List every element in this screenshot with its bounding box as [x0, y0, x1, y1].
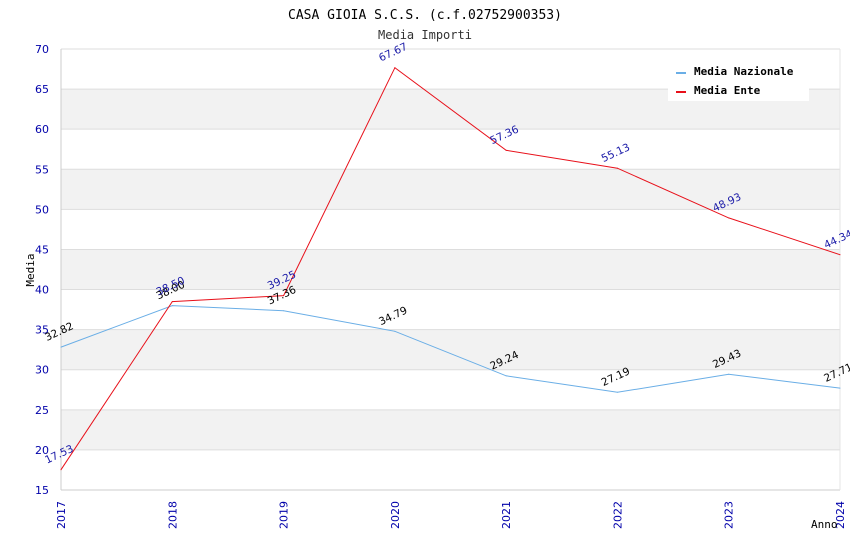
- x-tick-label: 2021: [500, 501, 513, 529]
- x-tick-label: 2023: [723, 501, 736, 529]
- x-tick-label: 2024: [834, 501, 847, 529]
- y-axis-ticks: 15 20 25 30 35 40 45 50 55 60 65 70: [35, 43, 49, 497]
- data-point: [394, 330, 396, 332]
- plot-band: [61, 209, 840, 250]
- y-tick-label: 20: [35, 444, 49, 457]
- data-point: [394, 67, 396, 69]
- chart-subtitle: Media Importi: [378, 28, 472, 42]
- plot-band: [61, 329, 840, 370]
- x-tick-label: 2022: [611, 501, 624, 529]
- y-tick-label: 55: [35, 163, 49, 176]
- y-tick-label: 40: [35, 284, 49, 297]
- data-point: [171, 305, 173, 307]
- axes: [60, 49, 841, 491]
- legend-label-media-ente: Media Ente: [694, 84, 761, 97]
- data-point: [60, 346, 62, 348]
- series-line-media-ente: [60, 66, 841, 470]
- data-point: [505, 149, 507, 151]
- y-tick-label: 50: [35, 203, 49, 216]
- x-tick-label: 2020: [389, 501, 402, 529]
- data-point: [60, 469, 62, 471]
- data-point: [616, 167, 618, 169]
- plot-band: [61, 129, 840, 170]
- data-point: [283, 295, 285, 297]
- legend-box: [668, 60, 809, 101]
- x-tick-label: 2017: [55, 501, 68, 529]
- plot-band: [61, 169, 840, 210]
- series-line-media-nazionale: [60, 305, 841, 393]
- data-point: [616, 391, 618, 393]
- plot-band: [61, 289, 840, 330]
- y-tick-label: 35: [35, 324, 49, 337]
- y-tick-label: 15: [35, 484, 49, 497]
- y-tick-label: 45: [35, 243, 49, 256]
- data-point: [505, 375, 507, 377]
- x-tick-label: 2018: [166, 501, 179, 529]
- y-tick-label: 25: [35, 404, 49, 417]
- data-point: [283, 310, 285, 312]
- plot-band: [61, 409, 840, 450]
- x-axis-label: Anno: [811, 518, 838, 531]
- plot-band: [61, 449, 840, 490]
- y-axis-label: Media: [24, 253, 37, 286]
- legend: Media Nazionale Media Ente: [668, 60, 809, 101]
- legend-label-media-nazionale: Media Nazionale: [694, 65, 794, 78]
- y-tick-label: 70: [35, 43, 49, 56]
- chart-title: CASA GIOIA S.C.S. (c.f.02752900353): [288, 8, 562, 23]
- y-tick-label: 60: [35, 123, 49, 136]
- data-point: [839, 254, 841, 256]
- data-point: [171, 301, 173, 303]
- y-tick-label: 65: [35, 83, 49, 96]
- plot-bands: [61, 49, 840, 490]
- data-point: [728, 373, 730, 375]
- data-point: [839, 387, 841, 389]
- y-tick-label: 30: [35, 364, 49, 377]
- plot-band: [61, 369, 840, 410]
- x-tick-label: 2019: [278, 501, 291, 529]
- data-point: [728, 217, 730, 219]
- x-axis-ticks: 2017 2018 2019 2020 2021 2022 2023 2024: [55, 501, 847, 529]
- plot-band: [61, 249, 840, 290]
- series-lines: [60, 66, 841, 471]
